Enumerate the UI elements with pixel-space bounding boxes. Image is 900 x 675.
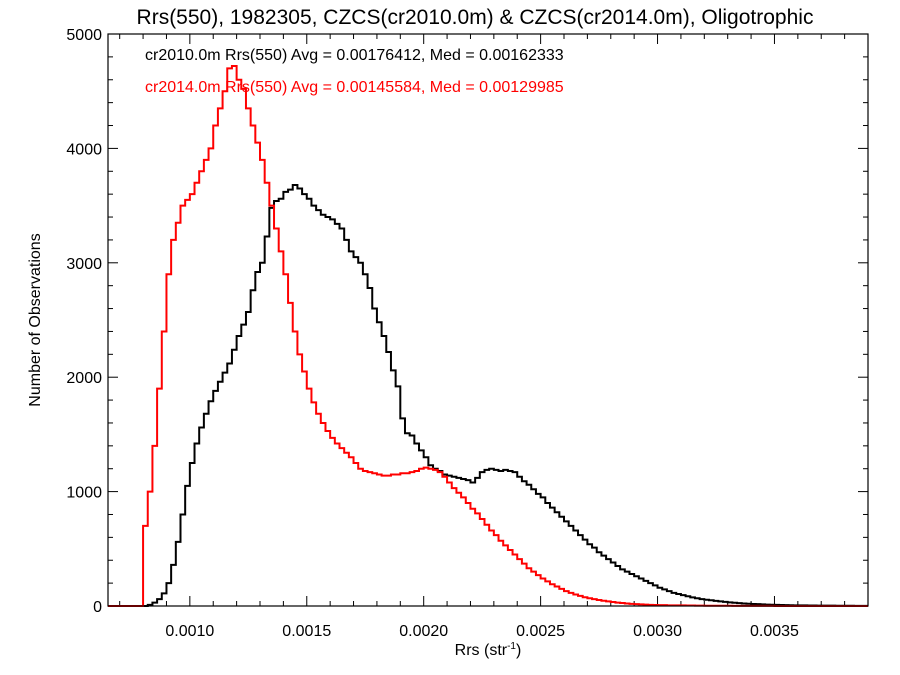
x-axis-label-superscript: -1: [507, 641, 516, 652]
x-axis-label: Rrs (str-1): [455, 641, 522, 659]
y-axis-label: Number of Observations: [27, 233, 44, 406]
x-axis-label-suffix: ): [516, 642, 521, 659]
legend-entry-cr2014: cr2014.0m Rrs(550) Avg = 0.00145584, Med…: [145, 79, 564, 96]
y-tick-label: 5000: [66, 27, 102, 44]
series-line-0: [108, 184, 868, 607]
x-tick-label: 0.0020: [399, 623, 448, 640]
x-tick-label: 0.0025: [516, 623, 565, 640]
y-tick-label: 3000: [66, 256, 102, 273]
y-tick-label: 1000: [66, 485, 102, 502]
chart-title: Rrs(550), 1982305, CZCS(cr2010.0m) & CZC…: [137, 6, 814, 29]
plot-frame: [107, 33, 869, 607]
x-axis: 0.0010 0.0015 0.0020 0.0025 0.0030 0.0035: [119, 34, 846, 640]
y-tick-label: 4000: [66, 141, 102, 158]
y-axis: 0 1000 2000 3000 4000 5000: [66, 27, 868, 616]
x-axis-label-main: Rrs (str: [455, 642, 508, 659]
series-line-1: [108, 65, 868, 607]
x-tick-label: 0.0030: [633, 623, 682, 640]
series-layer: [108, 65, 868, 607]
x-tick-label: 0.0015: [282, 623, 331, 640]
x-tick-label: 0.0035: [750, 623, 799, 640]
legend-entry-cr2010: cr2010.0m Rrs(550) Avg = 0.00176412, Med…: [145, 47, 564, 64]
x-tick-label: 0.0010: [165, 623, 214, 640]
y-tick-label: 0: [93, 599, 102, 616]
y-tick-label: 2000: [66, 370, 102, 387]
